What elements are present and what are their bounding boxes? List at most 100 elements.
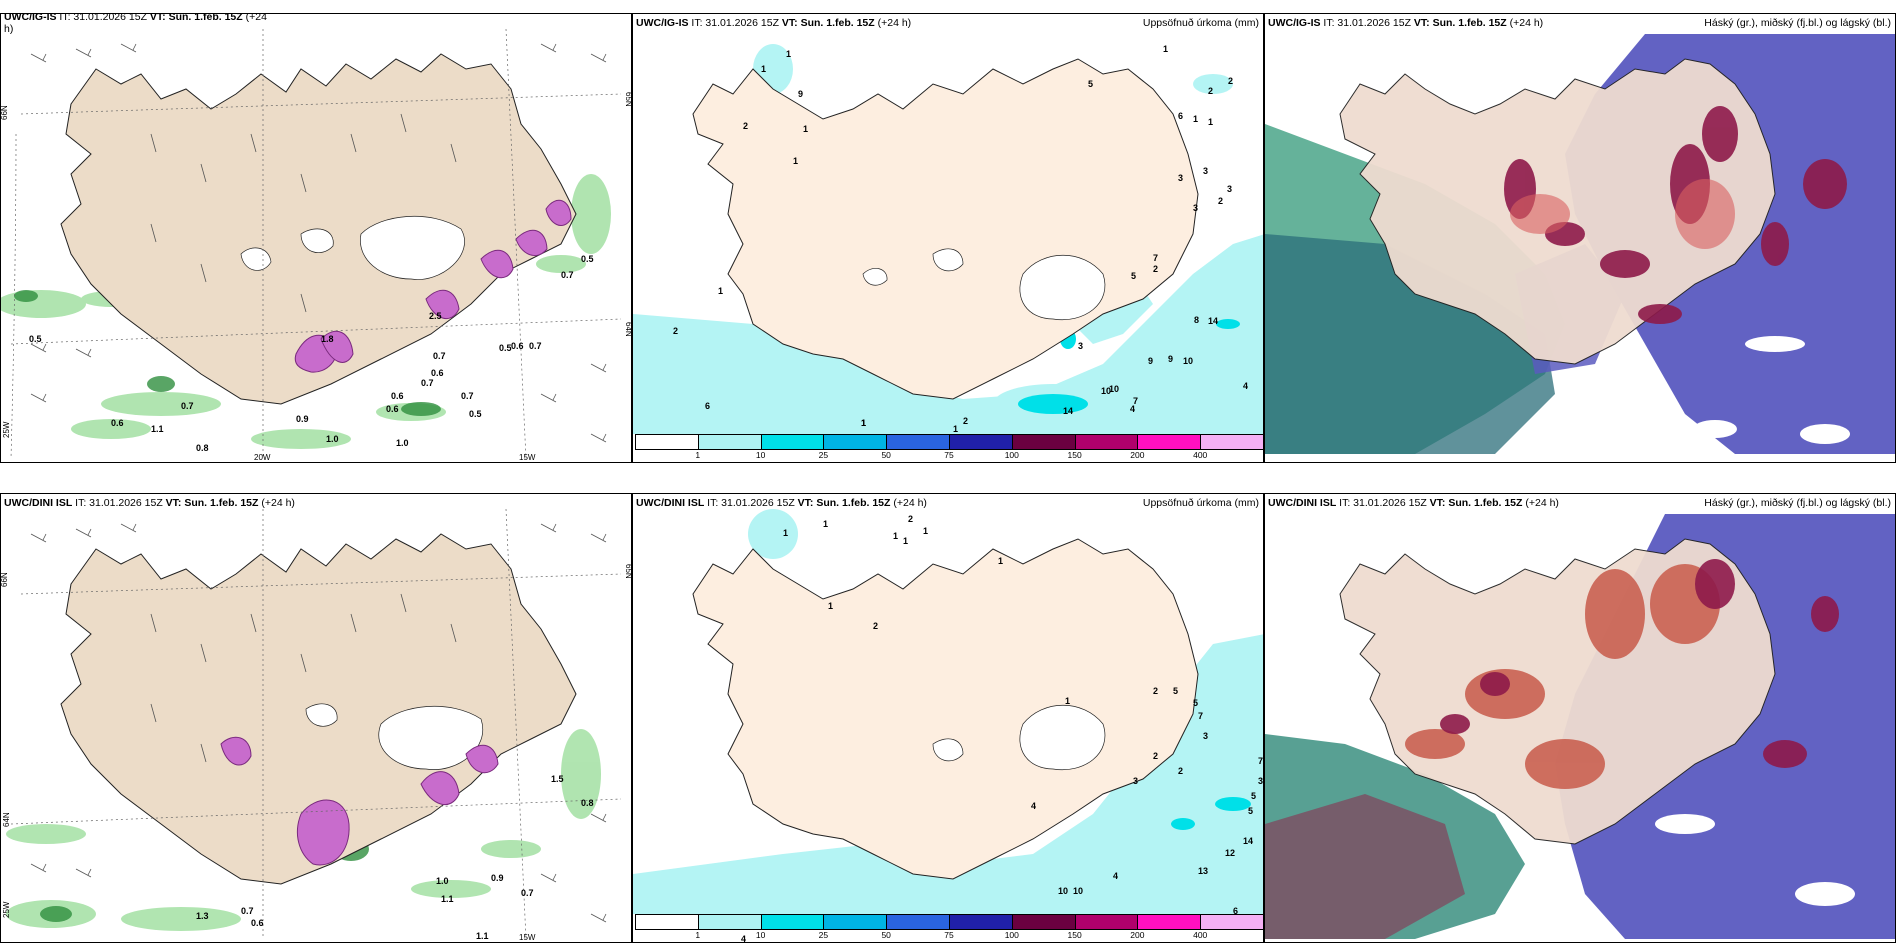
value-label: 10 (1101, 386, 1111, 396)
map-panel-bottom-right: UWC/DINI ISL IT: 31.01.2026 15Z VT: Sun.… (1264, 493, 1896, 943)
map-panel-bottom-middle: UWC/DINI ISL IT: 31.01.2026 15Z VT: Sun.… (632, 493, 1264, 943)
wind-value-labels: 0.50.70.60.50.70.60.70.50.60.91.01.10.81… (29, 254, 594, 453)
panel-header: UWC/DINI ISL IT: 31.01.2026 15Z VT: Sun.… (1268, 497, 1559, 509)
value-label: 3 (1227, 184, 1232, 194)
value-label: 2 (1208, 86, 1213, 96)
value-label: 2 (1153, 264, 1158, 274)
value-label: 1.1 (441, 894, 454, 904)
value-label: 0.9 (491, 873, 504, 883)
color-legend: 1 10 25 50 75 100 150 200 400 (635, 914, 1263, 940)
value-label: 6 (705, 401, 710, 411)
value-label: 6 (1178, 111, 1183, 121)
lat-label-65: 65N (624, 92, 632, 107)
value-label: 14 (1063, 406, 1073, 416)
legend-tick: 75 (944, 930, 954, 940)
value-label: 0.5 (469, 409, 482, 419)
legend-swatch (1074, 434, 1139, 450)
legend-swatch (635, 434, 699, 450)
value-label: 1 (1208, 117, 1213, 127)
value-label: 0.7 (561, 270, 574, 280)
legend-tick: 100 (1004, 930, 1019, 940)
value-label: 1 (793, 156, 798, 166)
value-label: 3 (1178, 173, 1183, 183)
value-label: 1 (761, 64, 766, 74)
value-label: 8 (1194, 315, 1199, 325)
legend-swatch (1011, 434, 1076, 450)
wind-map: 66N 65N 64N 20W 15W 25W 0.50.70.60.50.70… (1, 28, 632, 462)
panel-title: Háský (gr.), miðský (fj.bl.) og lágský (… (1704, 497, 1891, 509)
legend-swatch (949, 914, 1013, 930)
value-label: 2 (673, 326, 678, 336)
value-label: 10 (1073, 886, 1083, 896)
legend-swatch (1137, 914, 1202, 930)
value-label: 0.8 (196, 443, 209, 453)
value-label: 1 (998, 556, 1003, 566)
value-label: 0.8 (581, 798, 594, 808)
value-label: 1 (1163, 44, 1168, 54)
legend-tick: 25 (818, 450, 829, 460)
lat-label-66: 66N (1, 105, 9, 120)
value-label: 0.7 (181, 401, 194, 411)
map-panel-top-right: UWC/IG-IS IT: 31.01.2026 15Z VT: Sun. 1.… (1264, 13, 1896, 463)
legend-tick: 200 (1130, 450, 1145, 460)
legend-swatch (760, 434, 825, 450)
value-label: 9 (1148, 356, 1153, 366)
legend-swatch (823, 914, 888, 930)
value-label: 3 (1203, 166, 1208, 176)
legend-swatch (697, 434, 762, 450)
value-label: 5 (1173, 686, 1178, 696)
wind-value-labels: 0.9 0.7 1.0 1.1 0.7 0.6 1.5 0.8 1.3 1.1 (196, 774, 594, 941)
value-label: 9 (1168, 354, 1173, 364)
value-label: 4 (1243, 381, 1248, 391)
cloud-map (1265, 514, 1895, 942)
value-label: 1.1 (476, 931, 489, 941)
legend-tick: 200 (1130, 930, 1145, 940)
lat-label-64: 64N (624, 322, 632, 337)
value-label: 0.6 (391, 391, 404, 401)
value-label: 1 (861, 418, 866, 428)
value-label: 0.7 (421, 378, 434, 388)
value-label: 2 (1153, 751, 1158, 761)
legend-swatch (1011, 914, 1076, 930)
value-label: 5 (1088, 79, 1093, 89)
value-label: 7 (1133, 396, 1138, 406)
legend-swatch (760, 914, 825, 930)
legend-swatch (886, 434, 950, 450)
legend-swatch (1200, 434, 1263, 450)
value-label: 7 (1258, 756, 1263, 766)
value-label: 0.7 (241, 906, 254, 916)
value-label: 0.6 (431, 368, 444, 378)
value-label: 1.3 (196, 911, 209, 921)
value-label: 4 (1130, 404, 1135, 414)
value-label: 2 (963, 416, 968, 426)
panel-header: UWC/DINI ISL IT: 31.01.2026 15Z VT: Sun.… (4, 497, 295, 509)
value-label: 12 (1225, 848, 1235, 858)
panel-header: UWC/IG-IS IT: 31.01.2026 15Z VT: Sun. 1.… (1268, 17, 1544, 29)
lon-label-15: 15W (519, 453, 536, 462)
value-label: 10 (1183, 356, 1193, 366)
value-label: 0.5 (499, 343, 512, 353)
legend-swatch (886, 914, 950, 930)
value-label: 14 (1243, 836, 1253, 846)
legend-swatch (1200, 914, 1263, 930)
value-label: 1 (783, 528, 788, 538)
value-label: 1 (823, 519, 828, 529)
value-label: 1.0 (436, 876, 449, 886)
value-label: 2 (1218, 196, 1223, 206)
value-label: 5 (1131, 271, 1136, 281)
value-label: 1 (828, 601, 833, 611)
legend-tick: 10 (755, 930, 766, 940)
value-label: 4 (1113, 871, 1118, 881)
legend-tick: 400 (1193, 450, 1208, 460)
value-label: 3 (1133, 776, 1138, 786)
value-label: 0.9 (296, 414, 309, 424)
snow-areas (294, 199, 572, 373)
value-label: 9 (798, 89, 803, 99)
panel-header: UWC/IG-IS IT: 31.01.2026 15Z VT: Sun. 1.… (636, 17, 912, 29)
value-label: 2 (1178, 766, 1183, 776)
value-label: 10 (1058, 886, 1068, 896)
legend-swatch (1137, 434, 1202, 450)
value-label: 0.5 (581, 254, 594, 264)
value-label: 13 (1198, 866, 1208, 876)
